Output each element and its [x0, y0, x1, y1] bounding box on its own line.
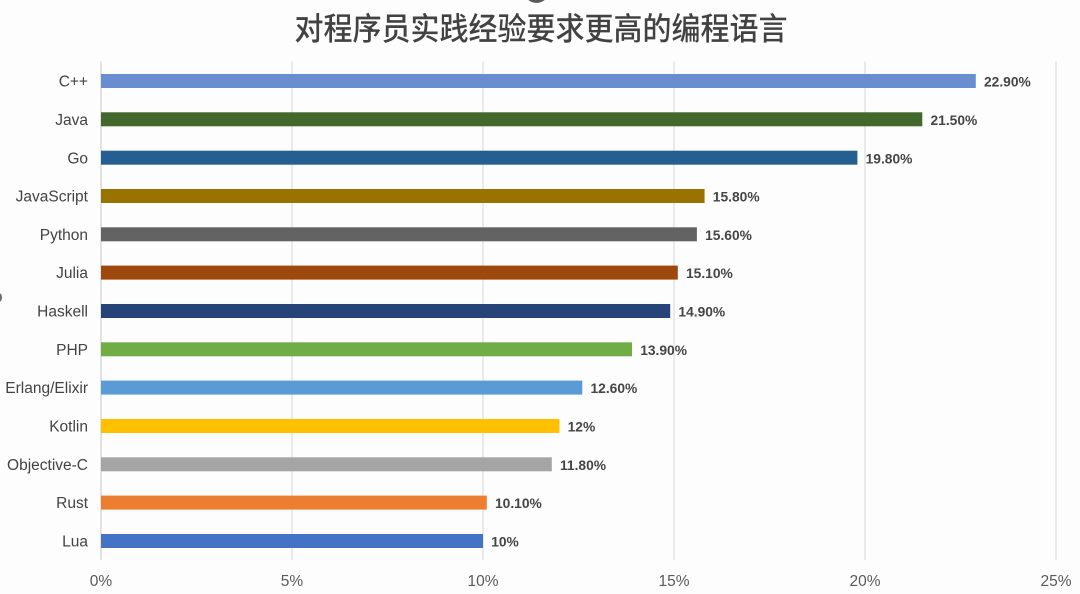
svg-text:Go: Go — [67, 150, 88, 167]
svg-text:14.90%: 14.90% — [678, 305, 725, 320]
svg-text:Julia: Julia — [56, 265, 88, 282]
svg-text:20%: 20% — [849, 573, 880, 590]
svg-text:Kotlin: Kotlin — [49, 419, 88, 436]
svg-text:25%: 25% — [1040, 573, 1071, 590]
svg-text:15.60%: 15.60% — [705, 228, 752, 243]
svg-text:15.80%: 15.80% — [713, 190, 760, 205]
svg-text:12%: 12% — [568, 420, 596, 435]
svg-text:Java: Java — [55, 112, 88, 129]
svg-text:Erlang/Elixir: Erlang/Elixir — [5, 380, 88, 397]
svg-text:Python: Python — [40, 227, 88, 244]
svg-text:10.10%: 10.10% — [495, 496, 542, 511]
svg-text:11.80%: 11.80% — [560, 458, 606, 473]
svg-text:C++: C++ — [59, 74, 88, 91]
svg-text:Rust: Rust — [56, 495, 89, 512]
svg-text:22.90%: 22.90% — [984, 75, 1031, 90]
svg-text:13.90%: 13.90% — [640, 343, 687, 358]
svg-text:10%: 10% — [467, 573, 498, 590]
svg-text:15.10%: 15.10% — [686, 266, 733, 281]
svg-text:21.50%: 21.50% — [931, 113, 978, 128]
svg-text:0%: 0% — [90, 573, 113, 590]
svg-text:Objective-C: Objective-C — [7, 457, 88, 474]
svg-text:Haskell: Haskell — [37, 304, 88, 321]
svg-text:15%: 15% — [658, 573, 689, 590]
svg-text:JavaScript: JavaScript — [16, 189, 89, 206]
svg-text:10%: 10% — [491, 535, 519, 550]
svg-text:PHP: PHP — [56, 342, 88, 359]
svg-text:19.80%: 19.80% — [866, 151, 913, 166]
svg-text:5%: 5% — [281, 573, 304, 590]
svg-text:Lua: Lua — [62, 534, 88, 551]
svg-text:12.60%: 12.60% — [591, 381, 638, 396]
